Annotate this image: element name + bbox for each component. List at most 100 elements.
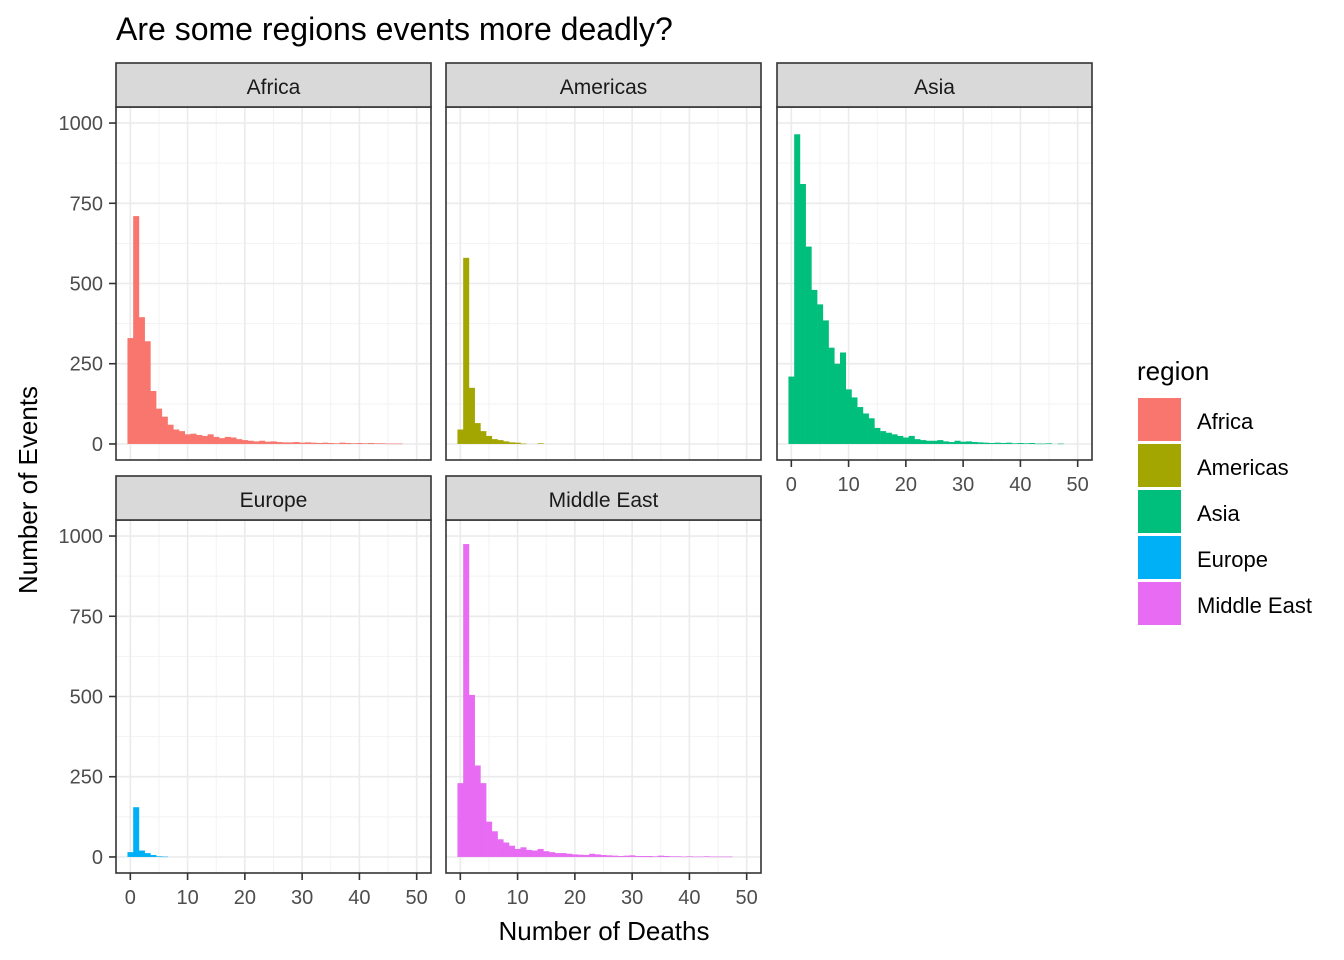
bar-asia [937, 440, 944, 444]
legend-label-africa: Africa [1197, 409, 1254, 434]
bar-middle-east [526, 849, 533, 857]
bar-middle-east [646, 855, 653, 857]
bar-africa [310, 442, 317, 444]
bar-asia [817, 304, 824, 444]
bar-asia [931, 440, 938, 444]
bar-africa [322, 442, 329, 444]
panel-americas: Americas [445, 62, 762, 461]
bar-asia [885, 432, 892, 444]
bar-middle-east [520, 847, 527, 857]
bar-asia [1057, 443, 1064, 445]
bar-asia [862, 413, 869, 444]
panel-asia: Asia [776, 62, 1093, 461]
legend-key-asia [1138, 490, 1181, 533]
bar-asia [857, 407, 864, 444]
x-tick-label: 50 [736, 887, 758, 909]
bar-americas [514, 442, 521, 444]
bar-middle-east [531, 850, 538, 857]
bar-middle-east [554, 853, 561, 857]
strip-label-americas: Americas [560, 76, 648, 99]
bar-middle-east [657, 855, 664, 857]
bar-europe [161, 856, 168, 858]
legend-title: region [1137, 356, 1209, 386]
y-tick-label: 500 [70, 687, 103, 709]
bar-asia [880, 431, 887, 444]
bar-asia [977, 442, 984, 444]
bar-africa [305, 442, 312, 444]
legend-key-americas [1138, 444, 1181, 487]
bar-africa [287, 442, 294, 444]
bar-asia [799, 184, 806, 444]
bar-asia [891, 434, 898, 444]
bar-americas [491, 439, 498, 444]
strip-asia [776, 62, 1093, 108]
x-tick-label: 30 [952, 474, 974, 496]
bar-middle-east [566, 853, 573, 857]
bar-middle-east [715, 856, 722, 858]
bar-asia [966, 441, 973, 444]
bar-africa [150, 391, 157, 444]
bar-africa [299, 442, 306, 444]
x-tick-label: 40 [1009, 474, 1031, 496]
bar-asia [828, 347, 835, 444]
bar-asia [897, 435, 904, 444]
bar-middle-east [589, 853, 596, 857]
bar-africa [230, 437, 237, 444]
bar-asia [834, 363, 841, 444]
bar-middle-east [474, 765, 481, 857]
bar-americas [480, 431, 487, 444]
bar-americas [497, 440, 504, 444]
bar-africa [196, 434, 203, 444]
y-tick-label: 0 [92, 434, 103, 456]
bar-asia [1029, 442, 1036, 444]
legend-label-asia: Asia [1197, 501, 1241, 526]
x-tick-label: 50 [406, 887, 428, 909]
bar-middle-east [652, 856, 659, 857]
bar-middle-east [509, 845, 516, 857]
bar-asia [914, 439, 921, 444]
bar-africa [236, 439, 243, 444]
bar-africa [396, 443, 403, 445]
bar-asia [920, 440, 927, 444]
bar-americas [537, 443, 544, 444]
bar-africa [339, 442, 346, 444]
bar-africa [201, 435, 208, 444]
bar-americas [509, 442, 516, 444]
bar-middle-east [514, 848, 521, 857]
bar-africa [144, 341, 151, 444]
bar-africa [138, 317, 145, 444]
bar-europe [133, 807, 140, 857]
bar-asia [868, 418, 875, 444]
bar-asia [851, 397, 858, 444]
bar-middle-east [612, 855, 619, 857]
bar-middle-east [480, 783, 487, 857]
bar-africa [282, 442, 289, 444]
x-tick-label: 40 [678, 887, 700, 909]
bar-middle-east [491, 831, 498, 857]
bar-africa [179, 431, 186, 444]
bar-africa [385, 443, 392, 445]
bar-asia [903, 437, 910, 444]
strip-label-asia: Asia [914, 76, 955, 99]
bar-middle-east [572, 854, 579, 857]
legend-key-middle-east [1138, 582, 1181, 625]
bar-africa [253, 441, 260, 444]
bar-africa [247, 440, 254, 444]
bar-asia [960, 441, 967, 444]
bar-middle-east [606, 855, 613, 857]
bar-asia [811, 289, 818, 444]
strip-africa [115, 62, 432, 108]
bar-middle-east [560, 853, 567, 857]
x-tick-label: 0 [786, 474, 797, 496]
x-tick-label: 30 [621, 887, 643, 909]
strip-middle-east [445, 475, 762, 521]
bar-middle-east [669, 856, 676, 857]
bar-africa [350, 443, 357, 444]
bar-africa [327, 442, 334, 444]
bar-middle-east [497, 839, 504, 857]
bar-africa [356, 442, 363, 444]
x-tick-label: 50 [1067, 474, 1089, 496]
bar-asia [1011, 443, 1018, 444]
bar-africa [270, 441, 277, 444]
